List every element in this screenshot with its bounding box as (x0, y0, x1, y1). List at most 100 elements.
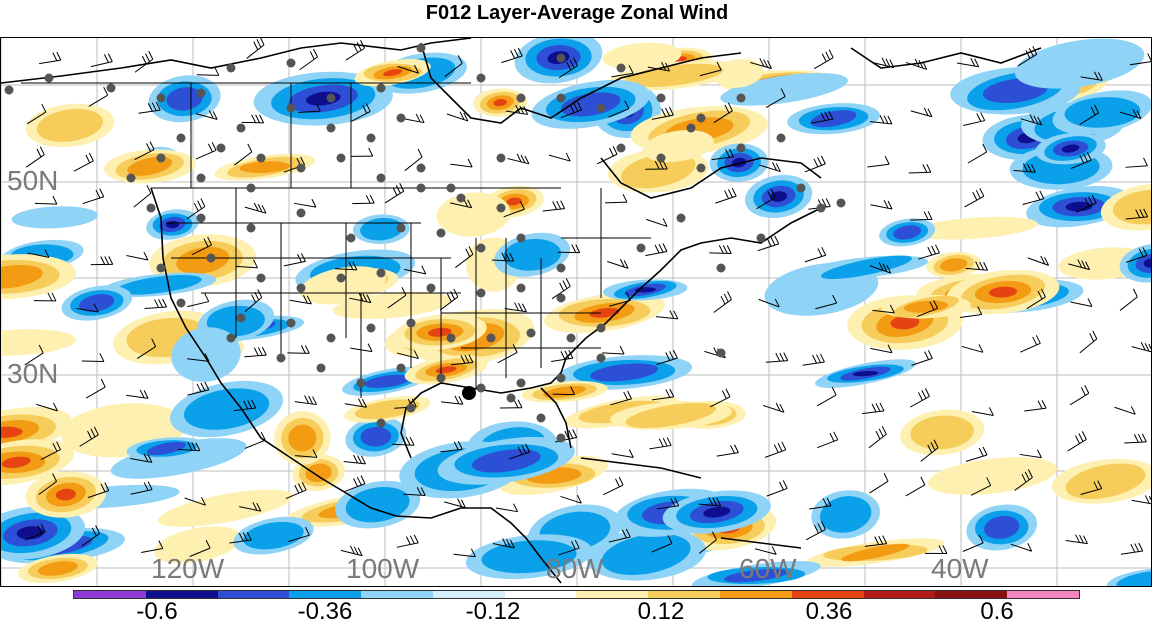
highlight-station-marker (462, 386, 476, 400)
station-marker (327, 124, 336, 133)
wind-barb-flag (257, 39, 261, 47)
wind-barb-flag (888, 201, 892, 209)
wind-barb-flag (310, 51, 314, 59)
wind-barb (714, 299, 732, 312)
station-marker (197, 214, 206, 223)
wind-barb-flag (1036, 335, 1040, 343)
wind-barb (508, 158, 529, 163)
wind-barb-flag (1038, 401, 1042, 409)
wind-barb-flag (468, 159, 472, 167)
wind-barb-flag (393, 187, 397, 195)
colorbar-swatch (361, 591, 433, 598)
wind-barb (1121, 551, 1143, 554)
wind-barb-flag (818, 248, 822, 256)
wind-barb-flag (834, 432, 838, 440)
wind-barb-flag (880, 115, 884, 123)
station-marker (737, 94, 746, 103)
station-marker (527, 329, 536, 338)
wind-barb (806, 529, 825, 539)
wind-barb (656, 317, 678, 319)
station-marker (257, 274, 266, 283)
station-marker (557, 54, 566, 63)
wind-barb-flag (358, 455, 362, 463)
colorbar-swatch (74, 591, 146, 598)
wind-barb-flag (924, 212, 928, 220)
wind-barb-flag (655, 245, 659, 253)
wind-barb (82, 361, 104, 362)
wind-barb-flag (921, 477, 925, 485)
station-marker (497, 154, 506, 163)
station-marker (147, 204, 156, 213)
wind-barb (1066, 541, 1088, 544)
wind-barb (612, 454, 634, 458)
wind-barb (963, 121, 984, 126)
lon-label-80w: 80W (546, 553, 604, 585)
wind-barb (645, 252, 667, 256)
colorbar-swatch (505, 591, 577, 598)
wind-barb-flag (976, 190, 980, 198)
station-marker (107, 84, 116, 93)
wind-barb-flag (659, 439, 663, 447)
wind-barb-flag (1040, 191, 1044, 199)
wind-barb (602, 353, 624, 354)
wind-barb-flag (1148, 54, 1152, 62)
wind-barb-flag (514, 400, 518, 408)
wind-barb (1068, 439, 1087, 451)
wind-barb-flag (1080, 535, 1084, 543)
wind-barb-flag (52, 293, 56, 301)
wind-barb-flag (775, 236, 779, 244)
wind-barb-flag (511, 50, 515, 58)
wind-barb-flag (918, 392, 922, 400)
wind-barb-flag (262, 347, 266, 355)
wind-barb-flag (362, 456, 366, 464)
station-marker (557, 264, 566, 273)
wind-barb-flag (147, 185, 151, 193)
wind-barb (551, 358, 573, 361)
wind-barb-flag (573, 429, 577, 437)
wind-barb (909, 172, 931, 173)
station-marker (557, 94, 566, 103)
station-marker (367, 324, 376, 333)
station-marker (517, 234, 526, 243)
wind-barb-flag (1134, 434, 1138, 442)
wind-barb-flag (782, 442, 786, 450)
wind-barb-flag (101, 256, 105, 264)
wind-barb-flag (719, 245, 723, 253)
wind-barb-flag (813, 355, 817, 363)
wind-barb-flag (973, 192, 977, 200)
wind-barb-flag (667, 437, 671, 445)
wind-barb (1120, 297, 1137, 311)
wind-barb (1132, 347, 1152, 353)
wind-barb-flag (1042, 400, 1046, 408)
station-marker (677, 214, 686, 223)
wind-barb-flag (314, 49, 318, 57)
wind-barb-flag (615, 479, 619, 487)
station-marker (477, 384, 486, 393)
wind-barb (245, 440, 265, 448)
station-marker (277, 354, 286, 363)
wind-barb-flag (885, 156, 889, 164)
station-marker (427, 284, 436, 293)
station-marker (227, 64, 236, 73)
wind-barb-flag (829, 50, 833, 58)
wind-barb-flag (979, 448, 983, 456)
station-marker (337, 274, 346, 283)
station-marker (437, 229, 446, 238)
wind-barb-flag (932, 246, 936, 254)
wind-barb (803, 362, 825, 365)
station-marker (437, 374, 446, 383)
wind-barb (83, 197, 104, 204)
contour-region (926, 451, 1059, 501)
wind-barb-flag (1142, 434, 1146, 442)
wind-barb-flag (312, 199, 316, 207)
wind-barb-flag (256, 115, 260, 123)
station-marker (327, 334, 336, 343)
wind-barb-flag (563, 281, 567, 289)
station-marker (457, 194, 466, 203)
wind-barb (344, 461, 366, 463)
station-marker (417, 44, 426, 53)
lat-label-50n: 50N (7, 165, 58, 197)
wind-barb-flag (561, 351, 565, 359)
wind-barb-flag (357, 477, 361, 485)
wind-barb (89, 95, 108, 106)
